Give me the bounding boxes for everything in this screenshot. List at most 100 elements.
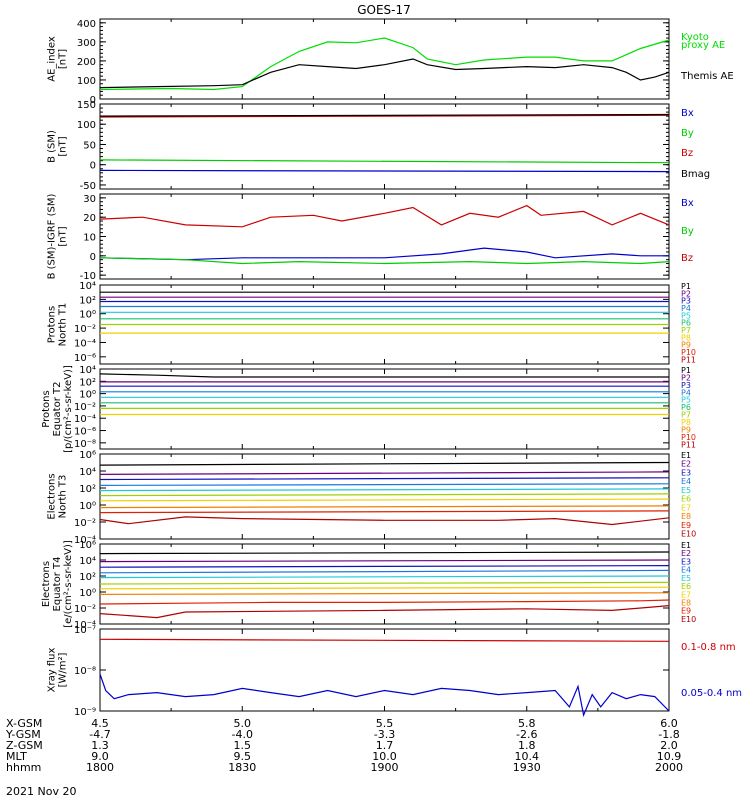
series-line [99, 114, 670, 118]
series-line [99, 373, 669, 378]
x-axis-value: 5.8 [518, 717, 536, 730]
legend-entry: Bz [681, 148, 693, 159]
panel-4: 10⁴ 10² 10⁰ 10⁻² 10⁻⁴ 10⁻⁶ Protons North T1 P1P2… [47, 281, 696, 365]
series-line [99, 569, 670, 574]
legend-entry: E9 [681, 521, 691, 530]
series-line [99, 247, 669, 261]
y-axis-label: North T1 [58, 303, 69, 347]
legend-entry: P7 [681, 411, 691, 420]
panel-7: 10⁶ 10⁴ 10² 10⁰ 10⁻² 10⁻⁴ Electrons Equator T4[… [41, 540, 696, 631]
legend-entry: P10 [681, 348, 696, 357]
y-tick-label: 10² [79, 572, 96, 583]
legend-entry: P8 [681, 418, 691, 427]
x-axis-value: -1.8 [658, 728, 679, 741]
series-line [99, 575, 670, 579]
series-line [99, 204, 670, 228]
y-tick-label: 10⁴ [79, 556, 96, 567]
y-tick-label: 10⁰ [79, 310, 96, 321]
legend-entry: E7 [681, 503, 691, 512]
series-line [99, 477, 670, 481]
legend-entry: E4 [681, 566, 691, 575]
series-line [99, 605, 670, 619]
series-line [99, 483, 670, 486]
legend-entry: P9 [681, 425, 691, 434]
series-line [99, 559, 670, 563]
y-tick-label: 10⁻⁹ [74, 707, 96, 718]
legend-entry: P1 [681, 366, 691, 375]
y-tick-label: 10⁻⁶ [74, 353, 96, 364]
legend-entry: P6 [681, 403, 691, 412]
legend-entry: P2 [681, 289, 691, 298]
x-axis-value: 10.9 [657, 750, 682, 763]
legend-entry: E10 [681, 615, 696, 624]
y-axis-label: Protons [47, 306, 58, 343]
legend-entry: 0.05-0.4 nm [681, 688, 742, 699]
y-tick-label: 0 [90, 252, 96, 263]
series-line [99, 498, 670, 502]
y-axis-label: Equator T4 [52, 557, 63, 612]
y-tick-label: 10⁰ [79, 588, 96, 599]
series-line [99, 586, 670, 590]
y-axis-label: [W/m²] [58, 652, 69, 687]
x-axis-value: 1800 [86, 761, 114, 774]
x-axis-value: 9.5 [234, 750, 252, 763]
legend-entry: By [681, 226, 694, 237]
legend-entry: P9 [681, 341, 691, 350]
y-axis-label: [nT] [58, 136, 69, 156]
y-tick-label: 300 [77, 38, 96, 49]
y-tick-label: 10⁻² [74, 324, 96, 335]
y-tick-label: -10 [80, 271, 96, 282]
x-axis-value: 1.8 [518, 739, 536, 752]
legend-entry: E8 [681, 598, 691, 607]
series-line [99, 581, 670, 585]
panel-8: 10⁻⁷ 10⁻⁸ 10⁻⁹ Xray flux [W/m²] 0.1-0.8 nm 0.0… [47, 625, 743, 718]
x-axis-value: 9.0 [91, 750, 109, 763]
y-tick-label: 10⁻⁸ [74, 666, 96, 677]
legend-entry: Bz [681, 253, 693, 264]
y-tick-label: 10⁻⁷ [74, 625, 96, 636]
y-axis-label: Electrons [47, 473, 58, 519]
date-label: 2021 Nov 20 [6, 785, 76, 798]
x-axis-value: -3.3 [374, 728, 395, 741]
legend-entry: E10 [681, 530, 696, 539]
chart-title: GOES-17 [357, 3, 411, 17]
series-line [99, 510, 670, 514]
y-tick-label: 10⁻⁶ [74, 427, 96, 438]
y-tick-label: 10² [79, 295, 96, 306]
y-tick-label: 100 [77, 76, 96, 87]
y-tick-label: 10² [79, 484, 96, 495]
series-line [99, 516, 670, 526]
legend-entry: E8 [681, 512, 691, 521]
legend-entry: P1 [681, 282, 691, 291]
x-axis-row-label: MLT [6, 750, 27, 763]
legend-entry: E6 [681, 495, 691, 504]
y-axis-label: Equator T2 [52, 382, 63, 437]
x-axis-value: 5.0 [234, 717, 252, 730]
series-line [99, 599, 670, 605]
x-axis-value: 6.0 [660, 717, 678, 730]
series-line [99, 471, 670, 475]
legend-entry: E3 [681, 557, 691, 566]
series-line [99, 592, 670, 596]
y-axis-label: Xray flux [47, 648, 58, 693]
legend-entry: P5 [681, 311, 691, 320]
legend-entry: E2 [681, 549, 691, 558]
legend-entry: E2 [681, 460, 691, 469]
x-axis-value: 1.7 [376, 739, 394, 752]
y-tick-label: 150 [77, 100, 96, 111]
series-line [99, 505, 670, 509]
x-axis-row-label: X-GSM [6, 717, 42, 730]
y-tick-label: 30 [83, 194, 96, 205]
legend-entry: P6 [681, 319, 691, 328]
series-line [99, 159, 670, 164]
y-axis-label: AE_index [47, 36, 58, 82]
y-axis-label: B (SM)-IGRF (SM) [47, 194, 58, 280]
legend-entry: E5 [681, 486, 691, 495]
x-axis-value: -4.0 [232, 728, 253, 741]
y-axis-label: [e/(cm²-s-sr-keV)] [63, 540, 74, 628]
legend-entry: P4 [681, 304, 691, 313]
legend-entry: P4 [681, 388, 691, 397]
series-line [99, 58, 670, 89]
x-axis-value: 10.4 [515, 750, 540, 763]
